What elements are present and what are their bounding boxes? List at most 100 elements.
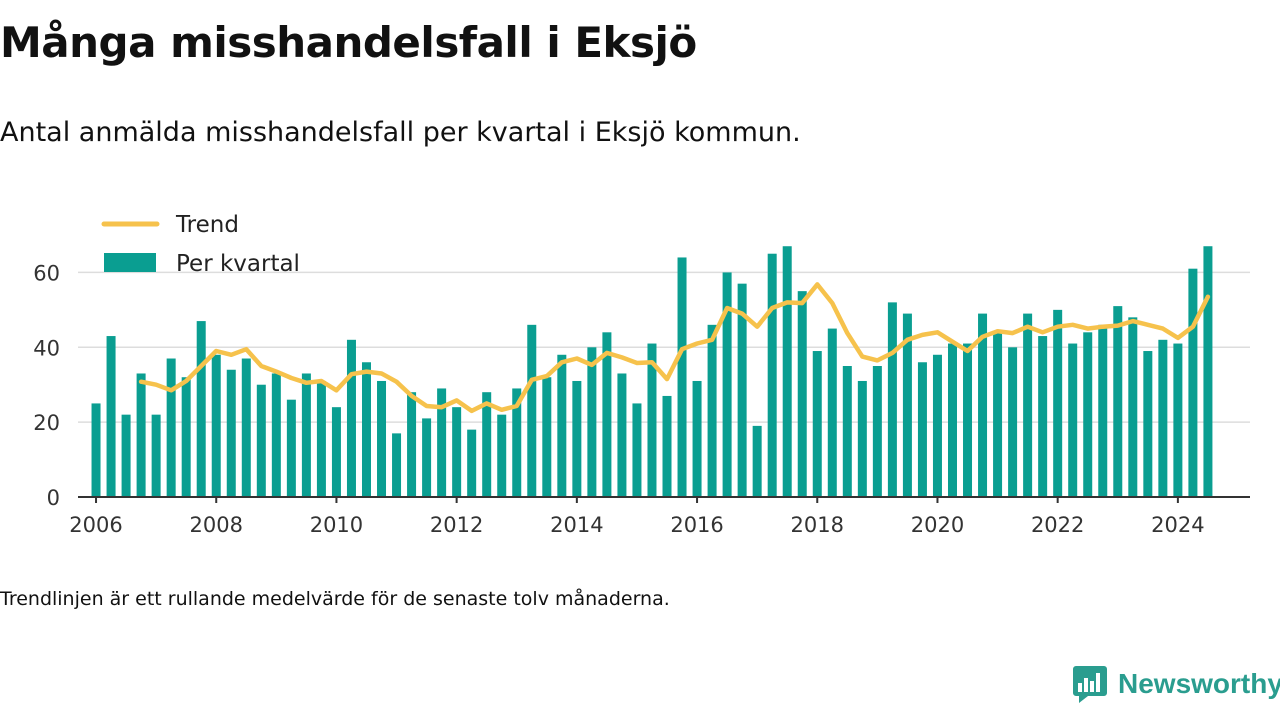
bar bbox=[572, 380, 582, 497]
line-series-trend bbox=[138, 282, 1211, 414]
bar bbox=[1128, 317, 1138, 497]
bar-series-per-kvartal bbox=[91, 246, 1213, 497]
bar bbox=[812, 351, 822, 497]
bar bbox=[617, 373, 627, 497]
bar bbox=[377, 380, 387, 497]
trend-line bbox=[138, 282, 1211, 414]
y-axis-tick-labels: 0 20 40 60 bbox=[33, 261, 60, 510]
x-tick-label: 2008 bbox=[190, 513, 243, 537]
bar bbox=[872, 366, 882, 497]
bar bbox=[932, 354, 942, 497]
bar bbox=[737, 283, 747, 497]
x-tick-label: 2022 bbox=[1031, 513, 1084, 537]
x-tick-label: 2010 bbox=[310, 513, 363, 537]
bar bbox=[752, 425, 762, 497]
bar bbox=[1068, 343, 1078, 497]
bar bbox=[797, 291, 807, 497]
x-tick-label: 2018 bbox=[791, 513, 844, 537]
bar bbox=[1143, 351, 1153, 497]
bar bbox=[316, 380, 326, 497]
bar bbox=[331, 407, 341, 497]
legend-trend-label: Trend bbox=[175, 212, 239, 238]
y-tick-label: 60 bbox=[33, 261, 60, 285]
bar bbox=[557, 354, 567, 497]
bar bbox=[166, 358, 176, 497]
bar bbox=[767, 253, 777, 497]
x-tick-label: 2024 bbox=[1151, 513, 1204, 537]
bar bbox=[1203, 246, 1213, 497]
bar bbox=[136, 373, 146, 497]
legend: Trend Per kvartal bbox=[101, 212, 300, 277]
bar bbox=[587, 347, 597, 497]
bar bbox=[662, 395, 672, 497]
bar bbox=[963, 343, 973, 497]
bar bbox=[602, 332, 612, 497]
legend-per-kvartal-label: Per kvartal bbox=[176, 251, 300, 277]
bar bbox=[917, 362, 927, 497]
bar bbox=[842, 366, 852, 497]
bar bbox=[196, 321, 206, 497]
x-tick-label: 2016 bbox=[670, 513, 723, 537]
bar bbox=[1098, 324, 1108, 497]
bar bbox=[542, 377, 552, 497]
bar bbox=[392, 433, 402, 497]
bar bbox=[692, 380, 702, 497]
bar bbox=[857, 380, 867, 497]
bar bbox=[512, 388, 522, 497]
bar bbox=[1158, 339, 1168, 497]
chart: 2006 2008 2010 2012 2014 2016 2018 2020 2022 2024… bbox=[33, 212, 1250, 537]
bar bbox=[241, 358, 251, 497]
bar bbox=[181, 377, 191, 497]
bar bbox=[887, 302, 897, 497]
bar bbox=[301, 373, 311, 497]
bar bbox=[1113, 306, 1123, 497]
brand-name: Newsworthy bbox=[1118, 668, 1280, 699]
bar bbox=[226, 369, 236, 497]
bar bbox=[91, 403, 101, 497]
bar bbox=[1038, 336, 1048, 497]
bar bbox=[1083, 332, 1093, 497]
bar bbox=[106, 336, 116, 497]
footnote: Trendlinjen är ett rullande medelvärde f… bbox=[0, 588, 670, 610]
bar bbox=[422, 418, 432, 497]
bar bbox=[256, 384, 266, 497]
bar bbox=[827, 328, 837, 497]
bar bbox=[1173, 343, 1183, 497]
bar bbox=[978, 313, 988, 497]
x-tick-label: 2006 bbox=[69, 513, 122, 537]
y-tick-label: 40 bbox=[33, 336, 60, 360]
y-tick-label: 0 bbox=[47, 486, 60, 510]
bar bbox=[902, 313, 912, 497]
bar bbox=[407, 392, 417, 497]
bar bbox=[677, 257, 687, 497]
bar bbox=[1053, 309, 1063, 497]
x-tick-label: 2020 bbox=[911, 513, 964, 537]
bar bbox=[211, 354, 221, 497]
bar bbox=[947, 343, 957, 497]
bar bbox=[707, 324, 717, 497]
legend-per-kvartal-swatch bbox=[104, 253, 156, 272]
bar bbox=[467, 429, 477, 497]
bar bbox=[632, 403, 642, 497]
bar bbox=[482, 392, 492, 497]
y-tick-label: 20 bbox=[33, 411, 60, 435]
chart-subtitle: Antal anmälda misshandelsfall per kvarta… bbox=[0, 117, 801, 148]
bar bbox=[647, 343, 657, 497]
bar bbox=[782, 246, 792, 497]
bar bbox=[1008, 347, 1018, 497]
bar bbox=[722, 272, 732, 497]
x-tick-label: 2014 bbox=[550, 513, 603, 537]
bar bbox=[497, 414, 507, 497]
bar bbox=[151, 414, 161, 497]
brand: Newsworthy bbox=[1072, 664, 1280, 704]
x-axis: 2006 2008 2010 2012 2014 2016 2018 2020 2022 2024 bbox=[69, 496, 1250, 537]
bar bbox=[452, 407, 462, 497]
bar bbox=[121, 414, 131, 497]
chart-title: Många misshandelsfall i Eksjö bbox=[0, 18, 697, 67]
bar bbox=[1188, 268, 1198, 497]
bar bbox=[361, 362, 371, 497]
bar bbox=[527, 324, 537, 497]
bar bbox=[993, 332, 1003, 497]
newsworthy-logo-icon bbox=[1073, 666, 1107, 703]
bar bbox=[286, 399, 296, 497]
